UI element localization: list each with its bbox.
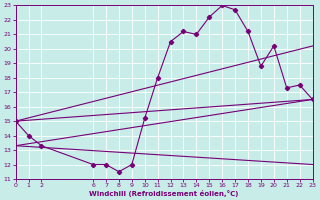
X-axis label: Windchill (Refroidissement éolien,°C): Windchill (Refroidissement éolien,°C) — [89, 190, 239, 197]
